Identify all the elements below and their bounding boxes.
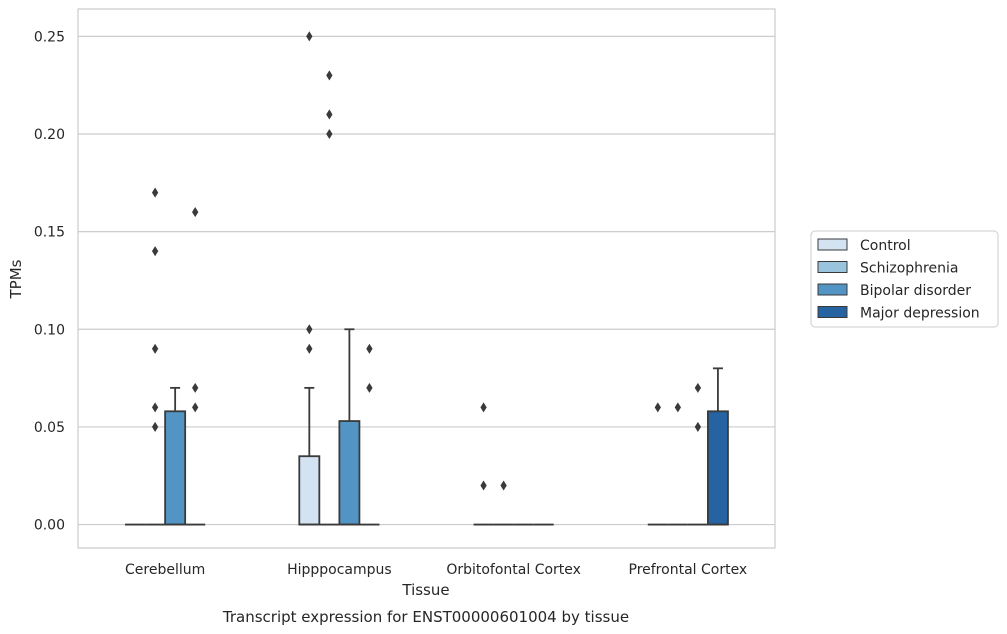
outlier-point: [192, 402, 199, 413]
y-tick-label: 0.00: [34, 518, 65, 534]
legend-swatch: [817, 238, 848, 251]
outlier-point: [151, 246, 159, 257]
legend-swatch: [817, 261, 848, 273]
box-3-3: [707, 367, 729, 526]
y-tick-label: 0.05: [34, 420, 65, 436]
outlier-point: [366, 382, 373, 393]
legend-label: Major depression: [860, 306, 980, 322]
outlier-point: [694, 421, 702, 432]
outlier-point: [306, 31, 313, 42]
plot-marks: [125, 31, 729, 526]
box-1-2: [338, 328, 361, 526]
box-0-3: [185, 207, 206, 526]
outlier-point: [192, 207, 199, 218]
x-tick-labels: Cerebellum Hipppocampus Orbitofontal Corte…: [125, 562, 747, 578]
box-1-0: [298, 31, 321, 526]
outlier-point: [366, 343, 373, 354]
box-3-0: [647, 402, 668, 526]
x-axis-title: Tissue: [401, 581, 449, 599]
legend-swatch: [817, 306, 848, 318]
outlier-point: [151, 402, 159, 413]
box-1-1: [319, 70, 340, 526]
box-3-2: [687, 382, 708, 526]
box-0-1: [145, 187, 166, 526]
legend-label: Bipolar disorder: [860, 283, 971, 299]
legend-label: Control: [860, 238, 911, 254]
y-tick-label: 0.20: [34, 127, 65, 143]
iqr-box: [164, 410, 187, 526]
x-tick-label: Cerebellum: [125, 562, 205, 578]
iqr-box: [298, 455, 321, 526]
y-tick-labels: 0.00 0.05 0.10 0.15 0.20 0.25: [34, 29, 65, 533]
plot-frame: [77, 8, 776, 549]
outlier-point: [480, 402, 487, 413]
box-2-0: [473, 402, 494, 526]
chart-caption: Transcript expression for ENST0000060100…: [222, 608, 629, 626]
outlier-point: [306, 343, 313, 354]
outlier-point: [694, 382, 702, 393]
y-tick-label: 0.25: [34, 29, 65, 45]
outlier-point: [192, 382, 199, 393]
outlier-point: [151, 343, 159, 354]
y-tick-label: 0.10: [34, 322, 65, 338]
y-axis-title: TPMs: [7, 259, 25, 299]
outlier-point: [151, 187, 159, 198]
outlier-point: [326, 128, 333, 140]
iqr-box: [707, 410, 729, 526]
x-tick-label: Orbitofontal Cortex: [446, 562, 581, 578]
outlier-point: [326, 70, 333, 81]
outlier-point: [674, 402, 682, 413]
legend: Control Schizophrenia Bipolar disorder Majo…: [810, 230, 999, 328]
x-tick-label: Prefrontal Cortex: [629, 562, 748, 578]
box-1-3: [359, 343, 380, 526]
x-tick-label: Hipppocampus: [287, 562, 392, 578]
outlier-point: [480, 480, 487, 491]
box-3-1: [667, 402, 688, 526]
box-2-1: [493, 480, 514, 526]
box-0-2: [164, 386, 187, 526]
legend-frame: [810, 230, 999, 328]
y-tick-label: 0.15: [34, 225, 65, 241]
legend-swatch: [817, 283, 848, 296]
outlier-point: [500, 480, 507, 491]
iqr-box: [338, 420, 361, 526]
outlier-point: [306, 324, 313, 335]
outlier-point: [151, 421, 159, 432]
outlier-point: [654, 402, 661, 413]
outlier-point: [326, 109, 333, 120]
legend-label: Schizophrenia: [860, 261, 958, 277]
